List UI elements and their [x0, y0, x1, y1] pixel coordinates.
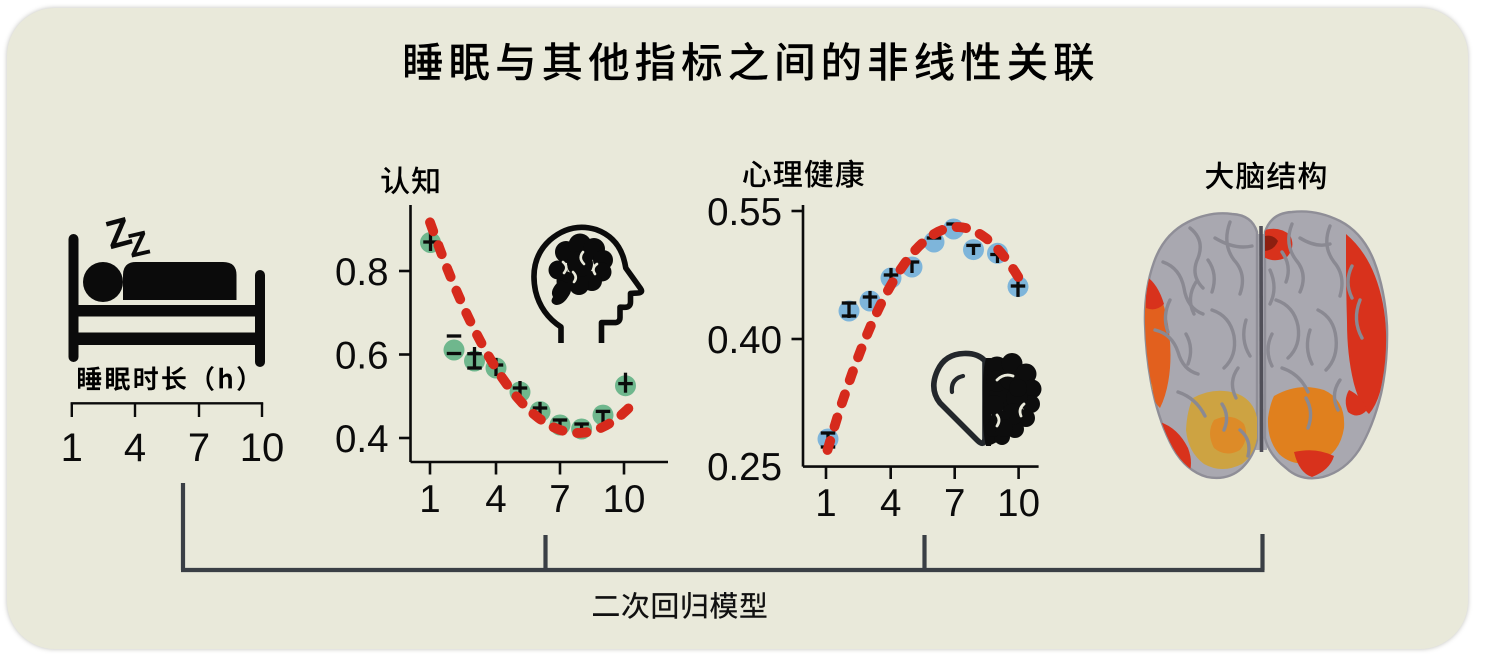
- svg-text:0.8: 0.8: [335, 251, 389, 294]
- svg-text:7: 7: [188, 426, 210, 470]
- svg-text:Z: Z: [124, 224, 153, 266]
- svg-text:0.4: 0.4: [335, 418, 389, 461]
- svg-text:7: 7: [944, 482, 965, 525]
- svg-text:0.6: 0.6: [335, 335, 389, 378]
- svg-text:0.25: 0.25: [707, 446, 782, 489]
- svg-text:1: 1: [815, 482, 836, 525]
- svg-text:7: 7: [549, 478, 570, 521]
- svg-text:4: 4: [124, 426, 146, 470]
- svg-text:4: 4: [880, 482, 901, 525]
- svg-text:1: 1: [419, 478, 440, 521]
- svg-text:10: 10: [603, 478, 646, 521]
- svg-text:1: 1: [61, 426, 83, 470]
- svg-text:0.55: 0.55: [707, 191, 782, 234]
- svg-text:10: 10: [997, 482, 1040, 525]
- svg-text:10: 10: [240, 426, 285, 470]
- svg-text:4: 4: [485, 478, 506, 521]
- svg-text:0.40: 0.40: [707, 319, 782, 362]
